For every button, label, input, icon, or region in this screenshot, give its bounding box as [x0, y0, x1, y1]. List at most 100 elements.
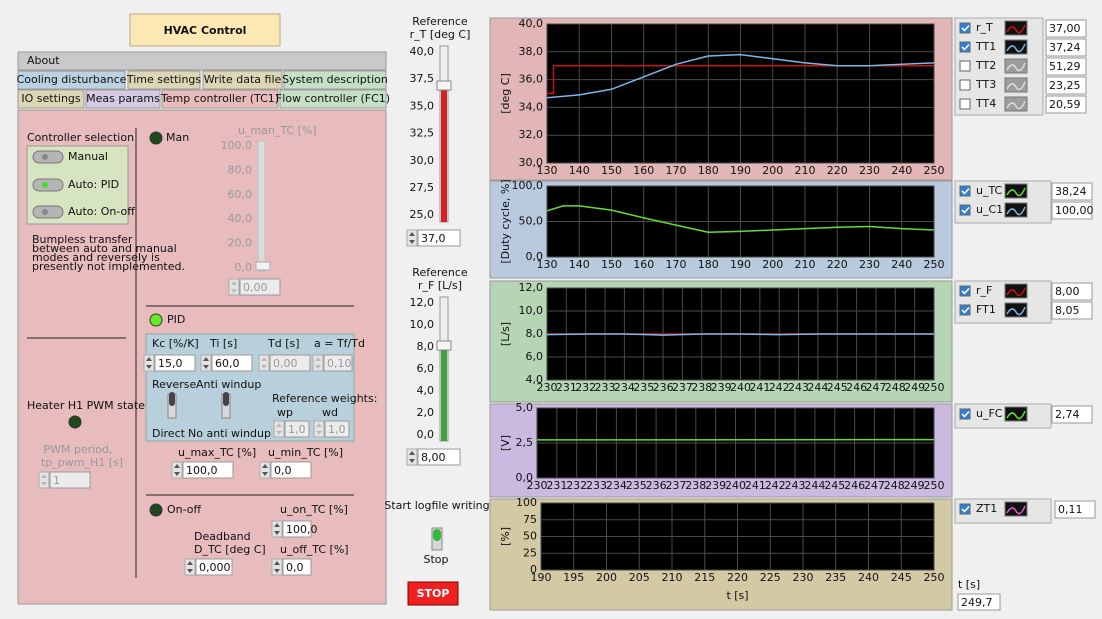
tab-label[interactable]: About — [27, 54, 60, 67]
spin-button[interactable] — [406, 229, 418, 247]
numeric-field[interactable] — [211, 354, 253, 372]
slider-thumb[interactable] — [436, 340, 452, 351]
legend-label[interactable]: r_F — [976, 284, 992, 297]
numeric-field[interactable] — [282, 558, 312, 576]
value-display — [1045, 95, 1087, 114]
numeric-field[interactable] — [182, 461, 234, 479]
legend-label[interactable]: TT1 — [975, 40, 996, 53]
x-tick-label: 231 — [556, 381, 577, 394]
checkbox[interactable] — [959, 503, 971, 515]
spin-arrows — [316, 423, 322, 435]
checkbox[interactable] — [959, 304, 971, 316]
tab-label[interactable]: Write data file — [204, 73, 282, 86]
tab[interactable] — [17, 89, 85, 109]
tab[interactable] — [127, 70, 201, 90]
x-tick-label: 240 — [730, 381, 751, 394]
spin-button[interactable] — [184, 558, 196, 576]
y-axis-label: [%] — [499, 527, 512, 546]
numeric-value[interactable]: 37,0 — [421, 232, 446, 245]
slider-thumb[interactable] — [436, 80, 452, 91]
legend-label[interactable]: r_T — [976, 21, 993, 34]
y-tick-label: 30,0 — [519, 156, 544, 169]
tab[interactable] — [283, 70, 387, 90]
tab[interactable] — [161, 89, 279, 109]
checkbox[interactable] — [959, 285, 971, 297]
label: On-off — [167, 503, 202, 516]
label: 40,0 — [228, 212, 253, 225]
label: 40,0 — [410, 45, 435, 58]
option-label[interactable]: Auto: On-off — [68, 205, 135, 218]
numeric-field[interactable] — [270, 461, 312, 479]
numeric-field[interactable] — [282, 520, 312, 538]
numeric-field[interactable] — [957, 593, 1001, 611]
tab[interactable] — [17, 51, 387, 71]
checkbox[interactable] — [959, 79, 971, 91]
label: 10,0 — [410, 318, 435, 331]
option-label[interactable]: Auto: PID — [68, 178, 119, 191]
numeric-value[interactable]: 15,0 — [158, 357, 183, 370]
stop-button[interactable] — [407, 581, 459, 606]
legend-label[interactable]: ZT1 — [976, 502, 997, 515]
tab-label[interactable]: Meas params — [86, 92, 160, 105]
checkbox[interactable] — [959, 98, 971, 110]
label: 12,0 — [410, 296, 435, 309]
tab-label[interactable]: Time settings — [126, 73, 202, 86]
spin-button[interactable] — [143, 354, 155, 372]
legend-swatch-line — [1006, 62, 1026, 72]
numeric-value[interactable]: 0,0 — [274, 464, 292, 477]
tab[interactable] — [17, 70, 126, 90]
numeric-value[interactable]: 100,0 — [186, 464, 218, 477]
tab[interactable] — [85, 89, 161, 109]
checkbox[interactable] — [959, 185, 971, 197]
spin-button[interactable] — [259, 461, 271, 479]
checkbox[interactable] — [959, 408, 971, 420]
tab[interactable] — [279, 89, 387, 109]
numeric-field[interactable] — [417, 229, 461, 247]
checkbox[interactable] — [959, 22, 971, 34]
tab-label[interactable]: Temp controller (TC1) — [160, 92, 279, 105]
spin-arrows — [261, 357, 267, 369]
spin-button[interactable] — [271, 520, 283, 538]
tab-label[interactable]: Flow controller (FC1) — [276, 92, 390, 105]
legend-label[interactable]: TT4 — [975, 97, 996, 110]
spin-button[interactable] — [171, 461, 183, 479]
label: u_on_TC [%] — [280, 503, 348, 516]
checkbox[interactable] — [959, 204, 971, 216]
numeric-field — [284, 420, 310, 438]
numeric-value: 0,00 — [243, 281, 268, 294]
checkbox[interactable] — [959, 60, 971, 72]
spin-button[interactable] — [271, 558, 283, 576]
tab-label[interactable]: Cooling disturbance — [17, 73, 127, 86]
spin-button[interactable] — [406, 448, 418, 466]
label: tp_pwm_H1 [s] — [41, 456, 123, 469]
app-title: HVAC Control — [164, 24, 247, 37]
legend-label[interactable]: FT1 — [976, 303, 996, 316]
x-tick-label: 247 — [864, 479, 885, 492]
y-tick-label: 0 — [530, 563, 537, 576]
numeric-field[interactable] — [417, 448, 461, 466]
numeric-value[interactable]: 60,0 — [215, 357, 240, 370]
checkbox[interactable] — [959, 41, 971, 53]
option-label[interactable]: Manual — [68, 150, 108, 163]
radio-indicator — [42, 154, 48, 160]
legend-label[interactable]: u_TC — [976, 184, 1003, 197]
legend-label[interactable]: TT3 — [975, 78, 996, 91]
tab-label[interactable]: System description — [282, 73, 388, 86]
legend-label[interactable]: u_C1 — [976, 203, 1003, 216]
legend-label[interactable]: u_FC — [976, 407, 1003, 420]
spin-button[interactable] — [200, 354, 212, 372]
numeric-value[interactable]: 249,7 — [961, 596, 993, 609]
label: 30,0 — [410, 154, 435, 167]
numeric-value[interactable]: 0,0 — [286, 561, 304, 574]
spin-arrows — [231, 281, 237, 293]
numeric-field[interactable] — [154, 354, 196, 372]
stop-label[interactable]: STOP — [417, 587, 450, 600]
numeric-value[interactable]: 8,00 — [421, 451, 446, 464]
tab-label[interactable]: IO settings — [21, 92, 81, 105]
tab[interactable] — [202, 70, 283, 90]
numeric-field[interactable] — [195, 558, 233, 576]
legend-label[interactable]: TT2 — [975, 59, 996, 72]
y-tick-label: 8,0 — [526, 327, 544, 340]
numeric-value[interactable]: 100,0 — [286, 523, 318, 536]
numeric-value[interactable]: 0,000 — [199, 561, 231, 574]
